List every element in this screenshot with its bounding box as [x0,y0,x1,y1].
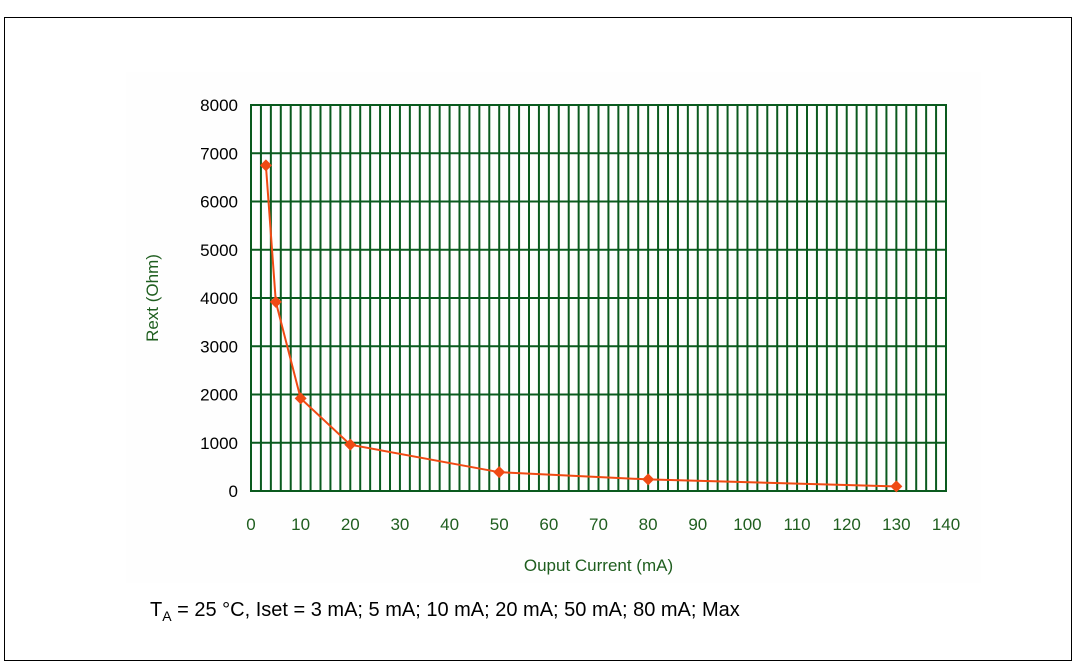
x-tick-label: 140 [932,515,960,534]
caption-ta-symbol: T [150,599,163,621]
x-tick-label: 120 [833,515,861,534]
figure-caption: TA = 25 °C, Iset = 3 mA; 5 mA; 10 mA; 20… [150,599,740,624]
y-tick-label: 3000 [200,337,238,356]
x-tick-label: 0 [246,515,255,534]
x-tick-label: 30 [390,515,409,534]
x-tick-label: 20 [341,515,360,534]
y-tick-label: 6000 [200,193,238,212]
y-tick-label: 5000 [200,241,238,260]
plot-border [250,104,947,492]
x-tick-label: 110 [784,515,811,534]
y-tick-label: 0 [229,482,238,501]
x-tick-label: 50 [490,515,509,534]
caption-ta-subscript: A [162,608,172,624]
y-tick-label: 8000 [200,96,238,115]
data-point-marker [344,438,357,451]
caption-conditions: = 25 °C, Iset = 3 mA; 5 mA; 10 mA; 20 mA… [171,599,740,621]
y-axis-label: Rext (Ohm) [143,254,162,342]
y-tick-label: 1000 [200,434,238,453]
data-point-marker [642,473,655,486]
x-tick-label: 40 [440,515,459,534]
y-tick-label: 4000 [200,289,238,308]
data-point-marker [493,466,506,479]
x-tick-label: 80 [639,515,658,534]
y-tick-label: 7000 [200,144,238,163]
data-point-marker [259,159,272,172]
y-tick-label: 2000 [200,386,238,405]
data-point-marker [294,392,307,405]
x-tick-label: 60 [539,515,558,534]
chart-area: 0 1000 2000 3000 4000 5000 6000 7000 8000 0 10 20 30… [126,72,981,583]
data-point-marker [269,295,282,308]
line-chart: 0 1000 2000 3000 4000 5000 6000 7000 8000 0 10 20 30… [143,96,960,575]
x-axis-label: Ouput Current (mA) [524,556,673,575]
figure-frame: 0 1000 2000 3000 4000 5000 6000 7000 8000 0 10 20 30… [4,17,1072,661]
x-tick-label: 90 [688,515,707,534]
x-tick-label: 10 [291,515,310,534]
data-point-marker [890,480,903,493]
x-tick-label: 70 [589,515,608,534]
x-tick-label: 130 [882,515,910,534]
x-tick-label: 100 [733,515,761,534]
